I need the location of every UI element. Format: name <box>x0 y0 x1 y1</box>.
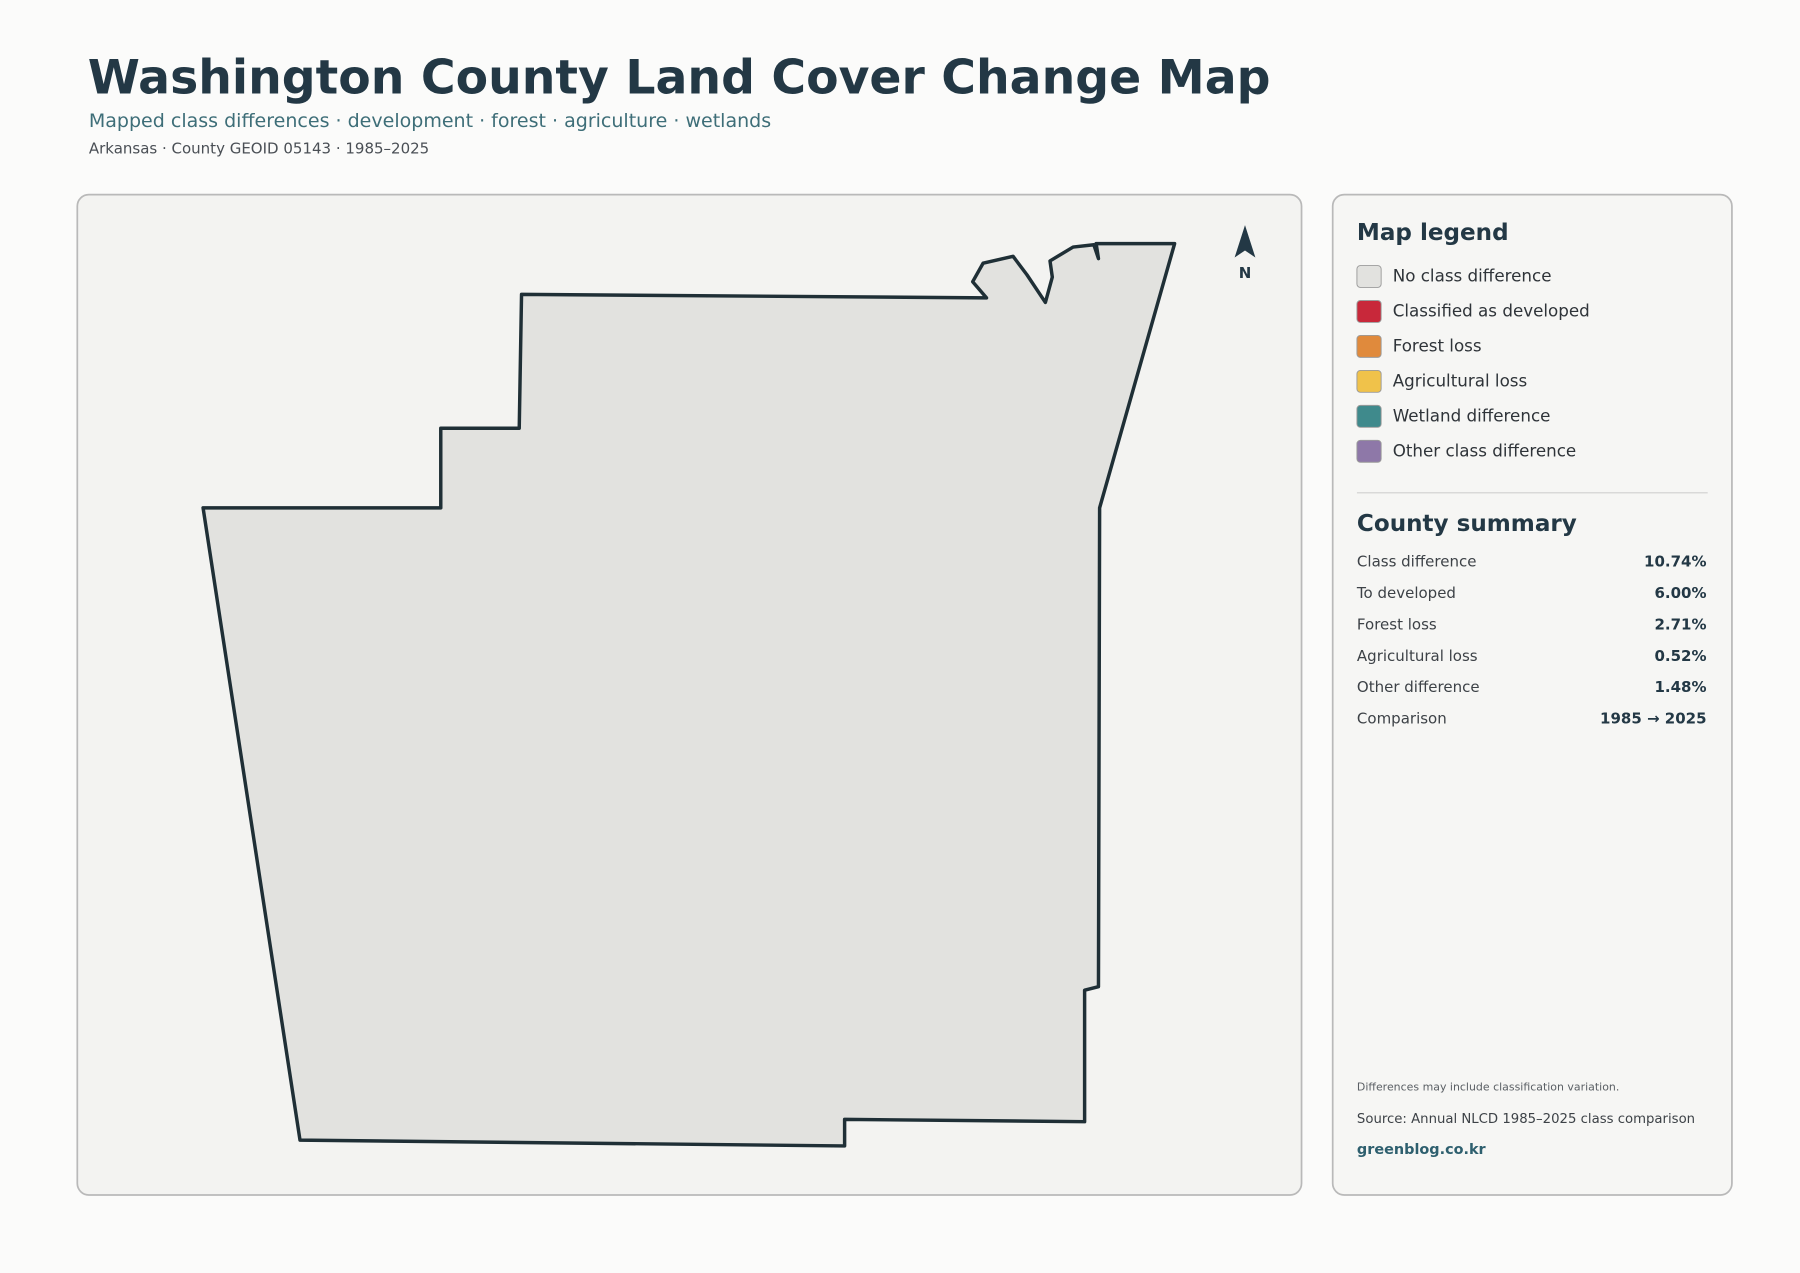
subtitle: Mapped class differences · development ·… <box>89 110 771 132</box>
legend-panel <box>1331 193 1733 1196</box>
summary-value: 1985 → 2025 <box>1600 710 1707 728</box>
summary-label: Comparison <box>1357 710 1447 728</box>
summary-value: 0.52% <box>1654 647 1706 665</box>
summary-value: 1.48% <box>1654 678 1706 696</box>
summary-label: Other difference <box>1357 678 1480 696</box>
legend-swatch <box>1356 300 1382 323</box>
north-arrow <box>1234 225 1256 258</box>
source: Source: Annual NLCD 1985–2025 class comp… <box>1357 1112 1695 1127</box>
footnote: Differences may include classification v… <box>1357 1081 1619 1094</box>
legend-label: Wetland difference <box>1393 406 1551 426</box>
legend-label: Classified as developed <box>1393 301 1590 321</box>
summary-value: 6.00% <box>1654 584 1706 602</box>
summary-label: Agricultural loss <box>1357 647 1478 665</box>
legend-label: Forest loss <box>1393 336 1482 356</box>
summary-label: Class difference <box>1357 553 1477 571</box>
legend-swatch <box>1356 265 1382 288</box>
summary-label: Forest loss <box>1357 615 1437 633</box>
legend-swatch <box>1356 439 1382 463</box>
summary-title: County summary <box>1357 511 1577 537</box>
legend-label: Other class difference <box>1393 441 1577 461</box>
north-label: N <box>1239 264 1252 282</box>
legend-label: No class difference <box>1393 266 1552 286</box>
summary-value: 2.71% <box>1654 615 1706 633</box>
legend-swatch <box>1356 335 1382 358</box>
legend-label: Agricultural loss <box>1393 371 1528 391</box>
brand: greenblog.co.kr <box>1357 1142 1487 1158</box>
legend-swatch <box>1356 369 1382 393</box>
summary-value: 10.74% <box>1644 553 1706 571</box>
title: Washington County Land Cover Change Map <box>88 51 1271 106</box>
legend-swatch <box>1356 404 1382 428</box>
legend-list: No class difference Classified as develop… <box>1356 265 1590 463</box>
summary-list: Class difference 10.74% To developed 6.00% F… <box>1356 553 1707 728</box>
summary-label: To developed <box>1356 584 1456 602</box>
legend-title: Map legend <box>1357 220 1509 246</box>
meta: Arkansas · County GEOID 05143 · 1985–202… <box>89 140 429 158</box>
